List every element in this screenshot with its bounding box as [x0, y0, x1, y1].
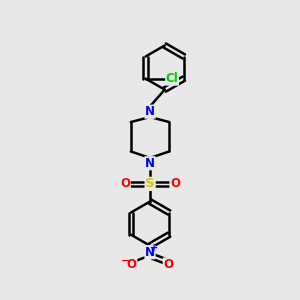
Text: N: N: [145, 157, 155, 170]
Text: O: O: [127, 258, 137, 271]
Text: O: O: [120, 177, 130, 190]
Text: N: N: [145, 105, 155, 118]
Text: O: O: [163, 258, 173, 271]
Text: −: −: [121, 256, 130, 266]
Text: S: S: [145, 177, 155, 190]
Text: O: O: [170, 177, 180, 190]
Text: +: +: [150, 243, 158, 253]
Text: N: N: [145, 246, 155, 259]
Text: Cl: Cl: [166, 72, 178, 85]
